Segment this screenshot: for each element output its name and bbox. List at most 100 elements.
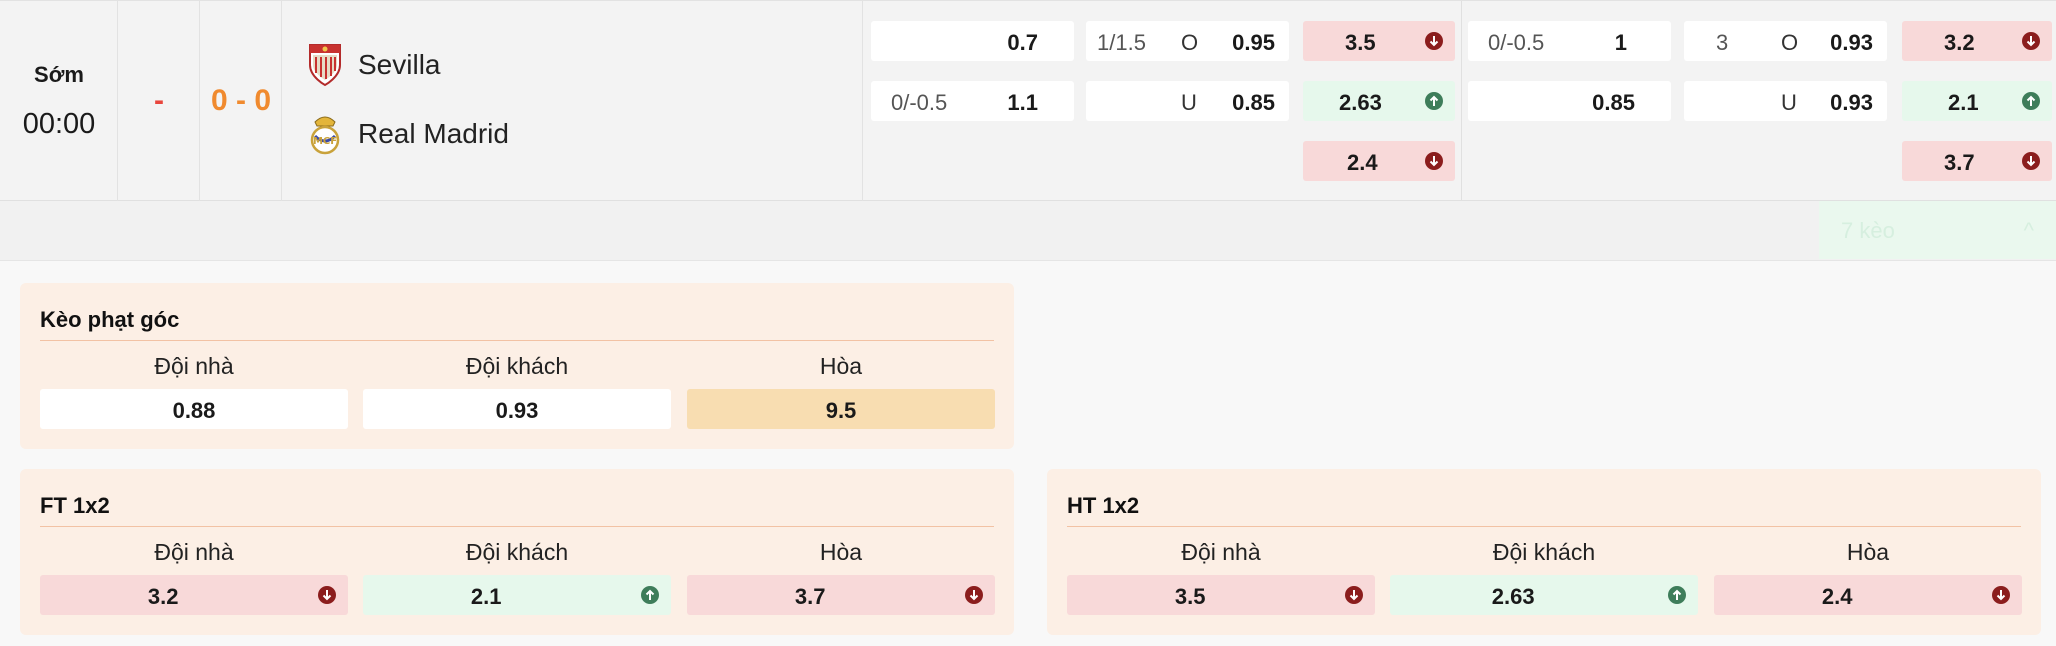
ht-home-odds[interactable]: 3.5 bbox=[1067, 575, 1375, 615]
ft-home-odds[interactable]: 3.2 bbox=[40, 575, 348, 615]
ht-1x2-home-odds: 3.2 bbox=[1944, 30, 1975, 55]
arrow-down-icon bbox=[2022, 32, 2040, 50]
ht-1x2-draw-odds: 3.7 bbox=[1944, 150, 1975, 175]
arrow-down-icon bbox=[1345, 586, 1363, 604]
ht-handicap-line: 0/-0.5 bbox=[1488, 30, 1545, 55]
odds-value: 3.7 bbox=[794, 584, 826, 609]
expand-bar bbox=[0, 201, 2056, 261]
ht-handicap-home[interactable]: 0/-0.5 1 bbox=[1468, 21, 1671, 61]
ft-handicap-away[interactable]: 0/-0.5 1.1 bbox=[871, 81, 1074, 121]
ht-1x2-home[interactable]: 3.2 bbox=[1902, 21, 2052, 61]
corner-draw-odds[interactable]: 9.5 bbox=[687, 389, 995, 429]
ht-total-line: 3 bbox=[1716, 30, 1729, 55]
sevilla-crest-icon bbox=[306, 42, 344, 88]
chevron-up-icon: ^ bbox=[2023, 218, 2034, 243]
ft-1x2-draw[interactable]: 2.4 bbox=[1303, 141, 1455, 181]
ft-under[interactable]: U 0.85 bbox=[1086, 81, 1289, 121]
ht-draw-odds[interactable]: 2.4 bbox=[1714, 575, 2022, 615]
ht-under-odds: 0.93 bbox=[1830, 90, 1873, 115]
ft-handicap-away-odds: 1.1 bbox=[1007, 90, 1038, 115]
odds-value: 2.63 bbox=[1491, 584, 1535, 609]
match-time-column: Sớm 00:00 bbox=[0, 1, 118, 202]
arrow-down-icon bbox=[1425, 32, 1443, 50]
arrow-up-icon bbox=[641, 586, 659, 604]
home-label: Đội nhà bbox=[1181, 539, 1261, 565]
card-divider bbox=[40, 526, 994, 527]
corner-odds-card: Kèo phạt góc Đội nhà Đội khách Hòa 0.88 … bbox=[20, 283, 1014, 449]
odds-value: 0.88 bbox=[172, 398, 216, 423]
ht-away-odds[interactable]: 2.63 bbox=[1390, 575, 1698, 615]
ht-over-label: O bbox=[1781, 30, 1799, 55]
match-status: Sớm bbox=[34, 62, 84, 87]
ft-away-odds[interactable]: 2.1 bbox=[363, 575, 671, 615]
ht-1x2-away[interactable]: 2.1 bbox=[1902, 81, 2052, 121]
ft-under-odds: 0.85 bbox=[1232, 90, 1275, 115]
odds-area: 0.7 0/-0.5 1.1 1/1.5 O 0.95 U 0.85 3.5 2… bbox=[863, 1, 2056, 202]
home-team[interactable]: Sevilla bbox=[306, 40, 440, 90]
card-divider bbox=[1067, 526, 2021, 527]
home-label: Đội nhà bbox=[154, 353, 234, 379]
away-team-name: Real Madrid bbox=[358, 118, 509, 149]
more-markets-button[interactable]: 7 kèo ^ bbox=[1819, 201, 2056, 259]
ft-1x2-away[interactable]: 2.63 bbox=[1303, 81, 1455, 121]
odds-value: 3.5 bbox=[1174, 584, 1206, 609]
svg-text:MCF: MCF bbox=[313, 136, 337, 147]
ht-1x2-card: HT 1x2 Đội nhà Đội khách Hòa 3.5 2.63 2.… bbox=[1047, 469, 2041, 635]
card-divider bbox=[40, 340, 994, 341]
arrow-up-icon bbox=[1668, 586, 1686, 604]
card-title: FT 1x2 bbox=[40, 493, 110, 518]
ft-1x2-home[interactable]: 3.5 bbox=[1303, 21, 1455, 61]
ft-over-odds: 0.95 bbox=[1232, 30, 1275, 55]
arrow-down-icon bbox=[1992, 586, 2010, 604]
ft-over[interactable]: 1/1.5 O 0.95 bbox=[1086, 21, 1289, 61]
draw-label: Hòa bbox=[819, 539, 863, 565]
live-indicator: - bbox=[154, 84, 164, 117]
score-column: 0 - 0 bbox=[200, 1, 282, 202]
home-team-name: Sevilla bbox=[358, 49, 441, 80]
arrow-down-icon bbox=[965, 586, 983, 604]
ft-total-line: 1/1.5 bbox=[1097, 30, 1146, 55]
home-label: Đội nhà bbox=[154, 539, 234, 565]
ft-under-label: U bbox=[1181, 90, 1197, 115]
arrow-down-icon bbox=[2022, 152, 2040, 170]
card-title: Kèo phạt góc bbox=[40, 307, 180, 332]
arrow-up-icon bbox=[1425, 92, 1443, 110]
teams-column[interactable]: Sevilla MCF Real Madrid bbox=[282, 1, 863, 202]
odds-value: 9.5 bbox=[825, 398, 857, 423]
ft-1x2-draw-odds: 2.4 bbox=[1347, 150, 1378, 175]
odds-value: 3.2 bbox=[147, 584, 179, 609]
away-label: Đội khách bbox=[465, 539, 569, 565]
away-label: Đội khách bbox=[1492, 539, 1596, 565]
ht-1x2-away-odds: 2.1 bbox=[1948, 90, 1979, 115]
odds-value: 2.1 bbox=[470, 584, 502, 609]
draw-label: Hòa bbox=[819, 353, 863, 379]
ht-under-label: U bbox=[1781, 90, 1797, 115]
ht-handicap-away[interactable]: 0.85 bbox=[1468, 81, 1671, 121]
ht-under[interactable]: U 0.93 bbox=[1684, 81, 1887, 121]
ft-1x2-card: FT 1x2 Đội nhà Đội khách Hòa 3.2 2.1 3.7 bbox=[20, 469, 1014, 635]
ft-handicap-home-odds: 0.7 bbox=[1007, 30, 1038, 55]
real-madrid-crest-icon: MCF bbox=[306, 111, 344, 157]
more-markets-label: 7 kèo bbox=[1841, 218, 1895, 243]
corner-away-odds[interactable]: 0.93 bbox=[363, 389, 671, 429]
odds-divider bbox=[1461, 1, 1462, 202]
ft-handicap-home[interactable]: 0.7 bbox=[871, 21, 1074, 61]
odds-value: 2.4 bbox=[1821, 584, 1853, 609]
ht-over[interactable]: 3 O 0.93 bbox=[1684, 21, 1887, 61]
away-team[interactable]: MCF Real Madrid bbox=[306, 109, 509, 159]
card-title: HT 1x2 bbox=[1067, 493, 1140, 518]
ft-draw-odds[interactable]: 3.7 bbox=[687, 575, 995, 615]
match-score: 0 - 0 bbox=[210, 84, 272, 117]
match-row[interactable]: Sớm 00:00 - 0 - 0 Sevilla bbox=[0, 0, 2056, 202]
odds-value: 0.93 bbox=[495, 398, 539, 423]
arrow-down-icon bbox=[318, 586, 336, 604]
match-time: 00:00 bbox=[22, 108, 96, 140]
ht-1x2-draw[interactable]: 3.7 bbox=[1902, 141, 2052, 181]
live-indicator-column: - bbox=[118, 1, 200, 202]
corner-home-odds[interactable]: 0.88 bbox=[40, 389, 348, 429]
away-label: Đội khách bbox=[465, 353, 569, 379]
ht-handicap-home-odds: 1 bbox=[1614, 30, 1627, 55]
ft-handicap-line: 0/-0.5 bbox=[891, 90, 948, 115]
arrow-up-icon bbox=[2022, 92, 2040, 110]
ft-over-label: O bbox=[1181, 30, 1199, 55]
